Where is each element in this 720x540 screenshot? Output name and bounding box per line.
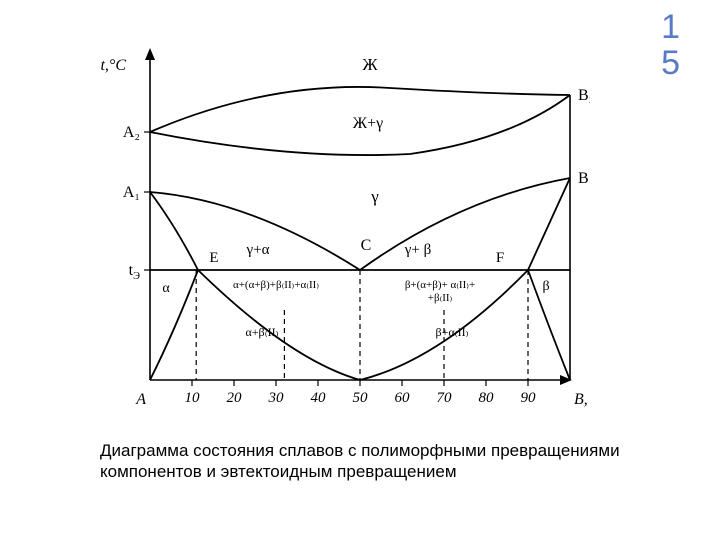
svg-text:t,°C: t,°C xyxy=(100,57,126,74)
svg-text:A: A xyxy=(135,391,146,408)
svg-text:F: F xyxy=(496,250,504,266)
svg-text:A₂: A₂ xyxy=(123,124,140,141)
svg-text:80: 80 xyxy=(479,390,495,406)
svg-text:α+(α+β)+β₍II₎+α₍II₎: α+(α+β)+β₍II₎+α₍II₎ xyxy=(233,279,319,291)
svg-text:α: α xyxy=(162,281,170,296)
svg-text:10: 10 xyxy=(185,390,201,406)
svg-text:40: 40 xyxy=(311,390,327,406)
page-number-line1: 1 xyxy=(661,10,680,46)
svg-text:Ж: Ж xyxy=(362,55,378,74)
svg-text:A₁: A₁ xyxy=(123,184,140,201)
svg-text:+β₍II₎: +β₍II₎ xyxy=(428,292,453,304)
svg-text:B₂: B₂ xyxy=(578,87,590,104)
phase-diagram: t,°C B, % A 10 20 30 40 50 60 70 80 90 A₂ A₁ tЭ B₂ B₁ Ж Ж+… xyxy=(90,40,590,425)
page-number: 1 5 xyxy=(661,10,680,81)
svg-text:γ: γ xyxy=(370,187,379,206)
svg-text:90: 90 xyxy=(521,390,537,406)
svg-text:β+α₍II₎: β+α₍II₎ xyxy=(435,325,468,339)
svg-text:E: E xyxy=(209,250,218,266)
svg-text:60: 60 xyxy=(395,390,411,406)
svg-text:γ+α: γ+α xyxy=(246,242,270,258)
svg-text:B₁: B₁ xyxy=(578,170,590,187)
svg-text:B, %: B, % xyxy=(574,391,590,408)
svg-text:β+(α+β)+ α₍II₎+: β+(α+β)+ α₍II₎+ xyxy=(405,279,475,291)
svg-text:Ж+γ: Ж+γ xyxy=(353,115,383,132)
svg-text:β: β xyxy=(542,279,549,294)
figure-caption: Диаграмма состояния сплавов с полиморфны… xyxy=(100,440,620,483)
svg-text:C: C xyxy=(361,237,372,254)
svg-text:tЭ: tЭ xyxy=(129,262,140,282)
svg-text:50: 50 xyxy=(353,390,369,406)
svg-text:γ+ β: γ+ β xyxy=(404,242,431,258)
svg-text:30: 30 xyxy=(268,390,285,406)
svg-text:α+β₍II₎: α+β₍II₎ xyxy=(245,325,278,339)
svg-text:20: 20 xyxy=(227,390,243,406)
svg-text:70: 70 xyxy=(437,390,453,406)
page-number-line2: 5 xyxy=(661,46,680,82)
